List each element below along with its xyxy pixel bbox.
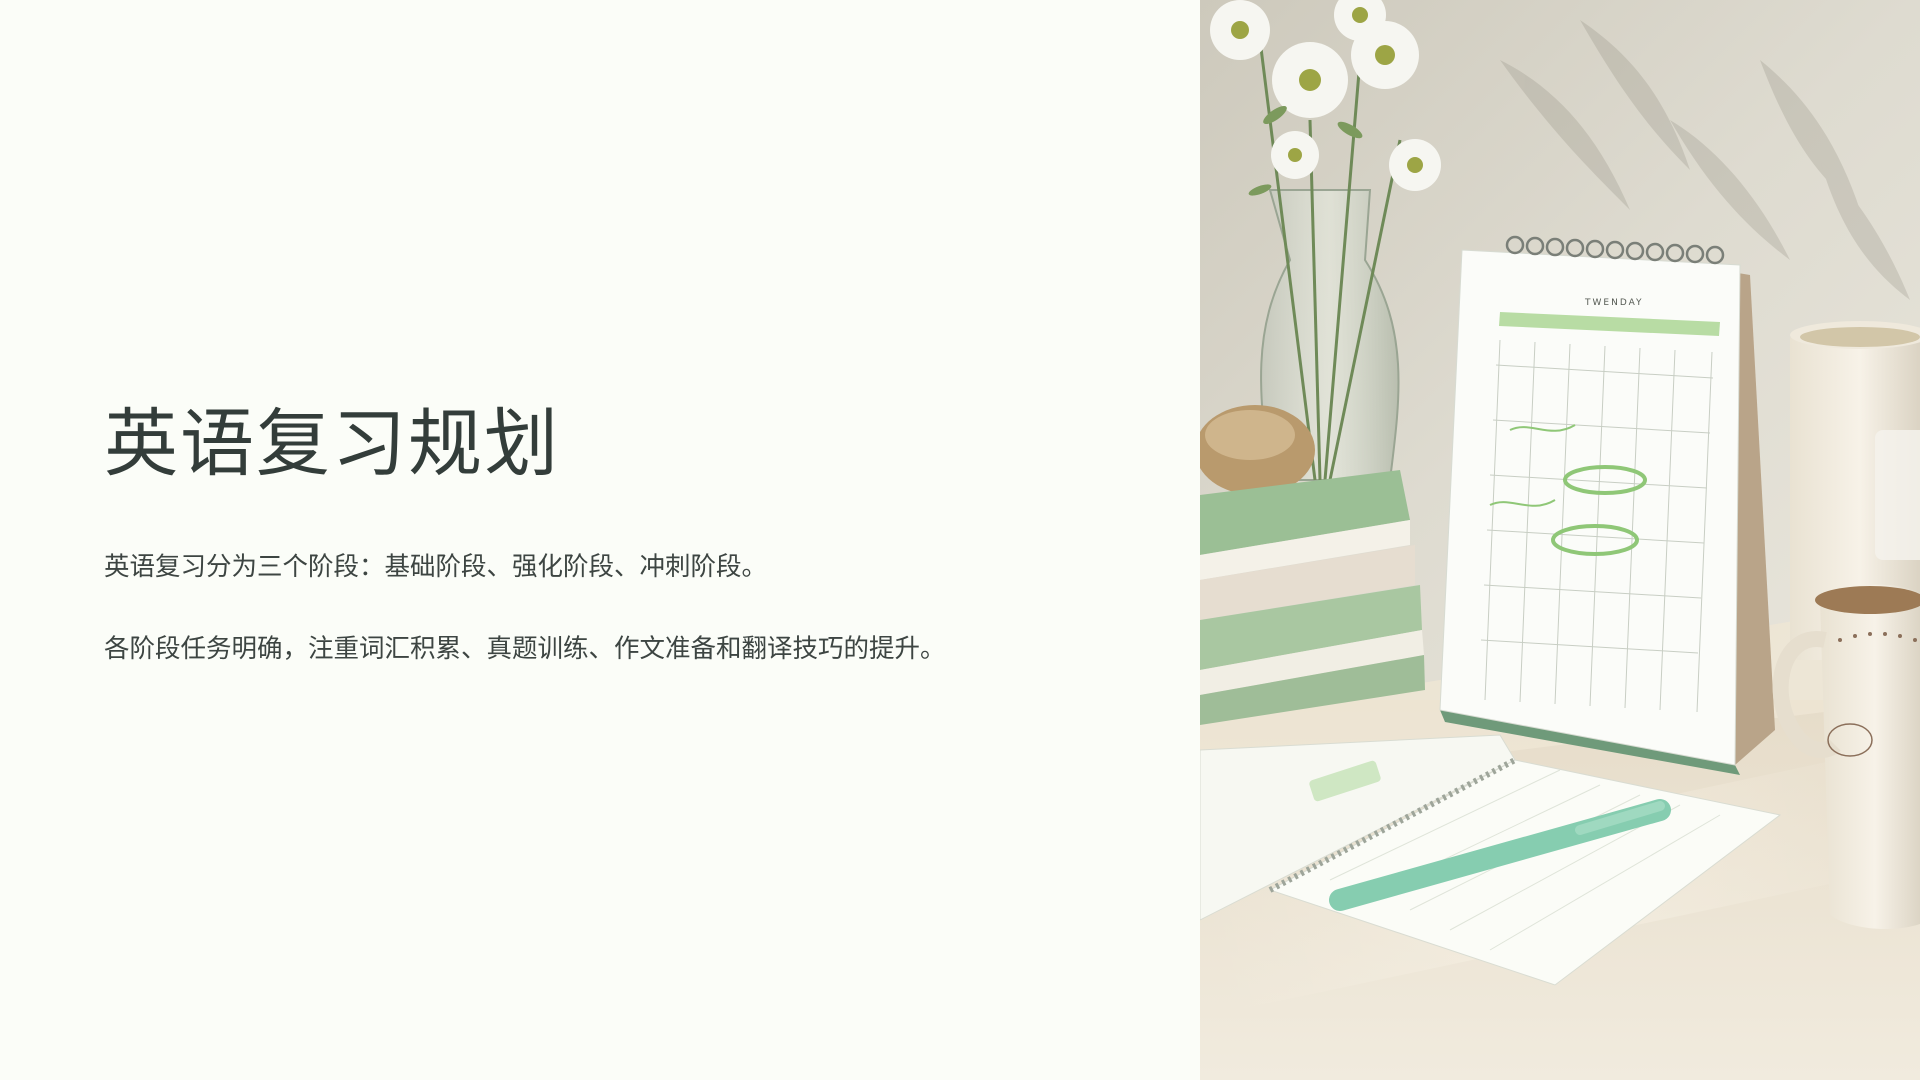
mug-front (1772, 584, 1920, 929)
desk-photo: TWENDAY (1200, 0, 1920, 1080)
leaf-shadows (1500, 20, 1910, 300)
calendar-heading: TWENDAY (1584, 298, 1644, 308)
slide-title: 英语复习规划 (104, 401, 560, 487)
book-stack (1200, 470, 1425, 725)
paragraph-stages: 英语复习分为三个阶段：基础阶段、强化阶段、冲刺阶段。 (104, 552, 768, 582)
pen (1329, 799, 1671, 911)
mug-back (1790, 321, 1920, 660)
text-panel: 英语复习规划 英语复习分为三个阶段：基础阶段、强化阶段、冲刺阶段。 各阶段任务明… (104, 401, 946, 664)
paragraph-tasks: 各阶段任务明确，注重词汇积累、真题训练、作文准备和翻译技巧的提升。 (104, 634, 946, 664)
flower-vase (1210, 0, 1441, 481)
desk-calendar: TWENDAY (1439, 235, 1775, 775)
